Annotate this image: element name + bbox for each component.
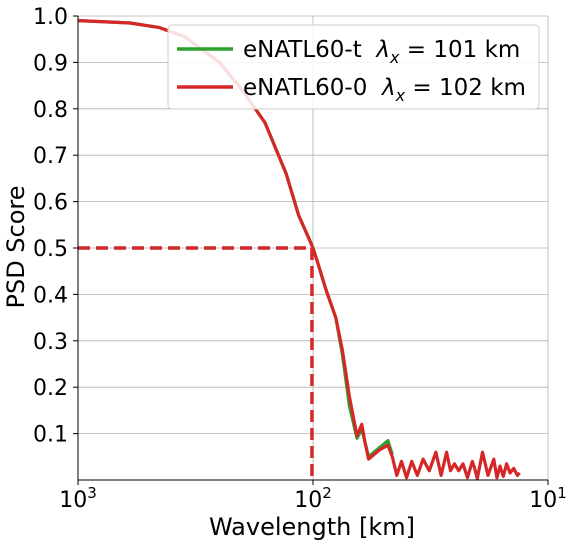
y-tick-label: 1.0 xyxy=(33,5,68,30)
y-tick-label: 0.8 xyxy=(33,98,68,123)
y-axis-label: PSD Score xyxy=(2,185,30,308)
y-tick-label: 0.3 xyxy=(33,330,68,355)
x-tick-label: 101 xyxy=(529,484,567,513)
x-axis-label: Wavelength [km] xyxy=(209,513,415,541)
y-tick-label: 0.2 xyxy=(33,376,68,401)
y-tick-label: 0.6 xyxy=(33,191,68,216)
threshold-lines xyxy=(78,246,314,480)
legend-box xyxy=(167,24,540,110)
y-tick-label: 0.9 xyxy=(33,51,68,76)
legend: eNATL60-t λx = 101 km eNATL60-0 λx = 102 … xyxy=(167,24,540,110)
y-tick-label: 0.5 xyxy=(33,237,68,262)
legend-label-0: eNATL60-t λx = 101 km xyxy=(243,37,520,67)
x-ticks: 103 102 101 xyxy=(59,480,567,513)
x-tick-label: 102 xyxy=(294,484,332,513)
legend-label-1: eNATL60-0 λx = 102 km xyxy=(243,75,526,105)
y-tick-label: 0.7 xyxy=(33,144,68,169)
series-line-1 xyxy=(77,19,521,481)
y-ticks: 0.1 0.2 0.3 0.4 0.5 0.6 0.7 0.8 0.9 1.0 xyxy=(33,5,78,448)
x-tick-label: 103 xyxy=(59,484,97,513)
y-tick-label: 0.1 xyxy=(33,423,68,448)
y-tick-label: 0.4 xyxy=(33,283,68,308)
